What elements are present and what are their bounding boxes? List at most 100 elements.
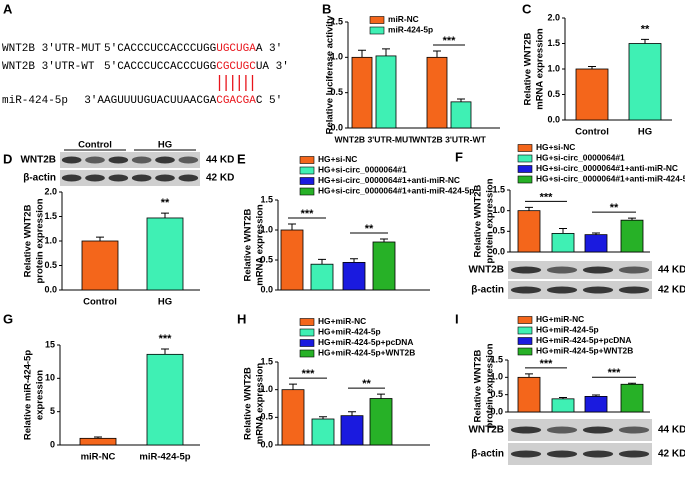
error-bar	[559, 227, 567, 234]
sequence-name: miR-424-5p	[2, 95, 68, 107]
blot-band	[108, 174, 129, 182]
y-tick-label: 1.5	[492, 184, 505, 194]
legend-swatch	[517, 175, 533, 184]
blot-size-label: 44 KD	[658, 265, 685, 276]
sequence-name: WNT2B 3'UTR-MUT	[2, 43, 101, 55]
blot-band	[131, 156, 152, 164]
legend-label: HG+miR-NC	[318, 316, 366, 326]
blot-band	[85, 174, 105, 182]
sequence-part: 3'AAGUUUUGUACUUAACGA	[84, 95, 216, 107]
sequence-part: UA 3'	[256, 61, 289, 73]
sequence: 5'CACCCUCCACCCUGGUGCUGAA 3'	[104, 43, 282, 55]
blot-band	[61, 156, 82, 164]
y-axis-label: protein expression	[35, 198, 46, 283]
legend-label: HG+si-circ_0000064#1+anti-miR-NC	[318, 175, 460, 185]
blot-size-label: 44 KD	[658, 425, 685, 436]
blot-size-label: 42 KD	[658, 449, 685, 460]
y-tick-label: 1.0	[260, 224, 273, 234]
error-bar	[289, 383, 297, 390]
bar	[81, 240, 119, 291]
error-bar	[628, 382, 636, 385]
error-bar	[358, 49, 366, 58]
panel-label: F	[455, 149, 463, 164]
blot-band	[546, 450, 578, 458]
y-axis-label: mRNA expression	[255, 363, 266, 445]
bar	[281, 389, 305, 446]
blot-row-label: β-actin	[23, 173, 56, 184]
error-bar	[641, 38, 649, 44]
blot-band	[582, 426, 614, 434]
blot-size-label: 42 KD	[206, 173, 234, 184]
y-tick-label: 0	[50, 439, 55, 449]
error-bar	[559, 396, 567, 399]
panel-label: I	[455, 311, 459, 326]
error-bar	[318, 258, 326, 265]
blot-band	[618, 286, 650, 294]
y-tick-label: 0.0	[330, 122, 343, 132]
bar	[517, 376, 541, 413]
bar	[628, 43, 662, 121]
blot-band	[618, 266, 650, 274]
error-bar	[94, 436, 102, 439]
y-tick-label: 0.5	[330, 87, 343, 97]
y-axis-label: Relative WNT2B	[243, 367, 254, 440]
bar	[311, 418, 335, 446]
bar	[351, 56, 373, 129]
y-tick-label: 0.0	[492, 246, 505, 256]
blot-band	[582, 286, 614, 294]
bar	[375, 55, 397, 129]
bar	[340, 415, 364, 446]
bar	[517, 210, 541, 253]
y-tick-label: 0.5	[490, 389, 503, 399]
blot-band	[582, 450, 614, 458]
y-tick-label: 1.5	[490, 354, 503, 364]
x-tick-label: WNT2B 3'UTR-WT	[412, 134, 486, 144]
y-tick-label: 0.0	[260, 439, 273, 449]
bar	[369, 398, 393, 446]
significance-label: ***	[159, 333, 173, 345]
significance-label: ***	[301, 208, 315, 220]
panel-label: H	[237, 311, 246, 326]
y-axis-label: Relative WNT2B	[473, 184, 484, 257]
blot-row-label: WNT2B	[468, 425, 504, 436]
error-bar	[457, 98, 465, 102]
error-bar	[288, 223, 296, 230]
bar	[310, 263, 334, 291]
error-bar	[433, 50, 441, 58]
bar	[584, 234, 608, 253]
bar	[146, 353, 184, 446]
bar	[584, 395, 608, 413]
significance-label: ***	[540, 191, 554, 203]
bar	[575, 68, 609, 121]
panel-label: B	[322, 1, 331, 16]
y-tick-label: 2.0	[44, 186, 57, 196]
legend-swatch	[299, 349, 315, 358]
blot-size-label: 42 KD	[658, 285, 685, 296]
panel-label: G	[3, 311, 13, 326]
y-axis-label: protein expression	[485, 178, 496, 263]
significance-label: **	[365, 223, 374, 235]
y-tick-label: 0.5	[547, 89, 560, 99]
error-bar	[628, 217, 636, 221]
y-tick-label: 1.5	[330, 16, 343, 26]
legend-label: HG+si-NC	[536, 142, 575, 152]
sequence-part: UGCUGA	[216, 43, 256, 55]
legend-label: HG+si-circ_0000064#1	[536, 153, 625, 163]
blot-strip	[60, 170, 200, 186]
error-bar	[350, 258, 358, 263]
legend-swatch	[517, 337, 533, 345]
blot-row-label: β-actin	[471, 285, 504, 296]
panel-label: C	[522, 1, 532, 16]
blot-band	[546, 426, 578, 434]
panel-label: A	[3, 1, 13, 16]
legend-label: miR-NC	[388, 14, 419, 24]
error-bar	[161, 212, 169, 218]
blot-band	[61, 174, 82, 182]
significance-label: **	[161, 197, 170, 209]
blot-band	[510, 266, 542, 274]
legend-label: HG+si-circ_0000064#1+anti-miR-424-5p	[318, 186, 474, 196]
significance-label: ***	[302, 368, 316, 380]
bar	[620, 383, 644, 413]
bar	[146, 217, 184, 291]
y-tick-label: 0.0	[260, 284, 273, 294]
